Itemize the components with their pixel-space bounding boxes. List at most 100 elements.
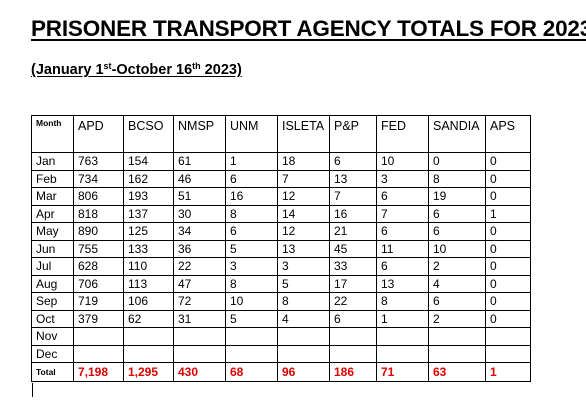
column-header-month: Month (31, 115, 74, 153)
count-cell: 0 (485, 222, 531, 241)
total-cell: 186 (329, 362, 377, 382)
count-cell: 734 (73, 169, 124, 188)
month-cell: Nov (31, 327, 74, 346)
count-cell: 162 (123, 169, 174, 188)
column-header-sandia: SANDIA (428, 115, 486, 153)
count-cell: 154 (123, 152, 174, 171)
count-cell: 12 (277, 187, 330, 206)
total-cell: 71 (376, 362, 429, 382)
count-cell: 8 (225, 274, 278, 293)
count-cell: 2 (428, 257, 486, 276)
count-cell: 0 (485, 309, 531, 328)
month-cell: Feb (31, 169, 74, 188)
count-cell (123, 327, 174, 346)
subtitle-end-suffix: th (192, 61, 201, 71)
count-cell: 106 (123, 292, 174, 311)
count-cell (73, 327, 124, 346)
column-header-pp: P&P (329, 115, 377, 153)
count-cell: 61 (173, 152, 226, 171)
column-header-apd: APD (73, 115, 124, 153)
count-cell: 16 (329, 204, 377, 223)
count-cell: 8 (428, 169, 486, 188)
header-row: Month APD BCSO NMSP UNM ISLETA P&P FED S… (31, 115, 531, 153)
count-cell (277, 344, 330, 363)
count-cell: 7 (277, 169, 330, 188)
document-title: PRISONER TRANSPORT AGENCY TOTALS FOR 202… (31, 16, 586, 41)
count-cell: 719 (73, 292, 124, 311)
count-cell: 13 (329, 169, 377, 188)
count-cell: 4 (277, 309, 330, 328)
table-row: Jan 763 154 61 1 18 6 10 0 0 (31, 152, 531, 171)
column-header-isleta: ISLETA (277, 115, 330, 153)
column-header-aps: APS (485, 115, 531, 153)
count-cell: 22 (173, 257, 226, 276)
table-row: Aug 706 113 47 8 5 17 13 4 0 (31, 274, 531, 293)
count-cell: 137 (123, 204, 174, 223)
count-cell: 193 (123, 187, 174, 206)
count-cell: 2 (428, 309, 486, 328)
count-cell (277, 327, 330, 346)
agency-totals-table: Month APD BCSO NMSP UNM ISLETA P&P FED S… (31, 115, 531, 382)
count-cell: 10 (376, 152, 429, 171)
count-cell: 125 (123, 222, 174, 241)
subtitle-year: 2023) (200, 62, 242, 78)
count-cell: 4 (428, 274, 486, 293)
count-cell: 6 (376, 257, 429, 276)
month-cell: May (31, 222, 74, 241)
count-cell: 706 (73, 274, 124, 293)
count-cell: 755 (73, 239, 124, 258)
table-row: Feb 734 162 46 6 7 13 3 8 0 (31, 169, 531, 188)
count-cell: 47 (173, 274, 226, 293)
count-cell: 11 (376, 239, 429, 258)
total-cell: 1,295 (123, 362, 174, 382)
count-cell: 36 (173, 239, 226, 258)
total-label: Total (31, 362, 74, 382)
column-header-fed: FED (376, 115, 429, 153)
count-cell: 16 (225, 187, 278, 206)
month-cell: Jul (31, 257, 74, 276)
count-cell: 0 (485, 274, 531, 293)
count-cell (329, 344, 377, 363)
text-cursor (32, 383, 33, 397)
count-cell: 1 (376, 309, 429, 328)
count-cell: 30 (173, 204, 226, 223)
count-cell: 8 (225, 204, 278, 223)
count-cell: 34 (173, 222, 226, 241)
total-cell: 96 (277, 362, 330, 382)
count-cell: 890 (73, 222, 124, 241)
count-cell (173, 344, 226, 363)
count-cell: 133 (123, 239, 174, 258)
count-cell (73, 344, 124, 363)
total-row: Total 7,198 1,295 430 68 96 186 71 63 1 (31, 362, 531, 382)
count-cell: 6 (225, 169, 278, 188)
count-cell: 0 (485, 187, 531, 206)
month-cell: Apr (31, 204, 74, 223)
column-header-bcso: BCSO (123, 115, 174, 153)
total-cell: 68 (225, 362, 278, 382)
subtitle-end: -October 16 (111, 62, 193, 78)
count-cell: 51 (173, 187, 226, 206)
count-cell: 33 (329, 257, 377, 276)
table-row: Jun 755 133 36 5 13 45 11 10 0 (31, 239, 531, 258)
date-range-subtitle: (January 1st-October 16th 2023) (31, 61, 242, 78)
count-cell: 7 (376, 204, 429, 223)
count-cell: 5 (277, 274, 330, 293)
count-cell: 12 (277, 222, 330, 241)
month-cell: Aug (31, 274, 74, 293)
count-cell: 10 (428, 239, 486, 258)
count-cell: 6 (225, 222, 278, 241)
count-cell: 6 (428, 204, 486, 223)
count-cell (329, 327, 377, 346)
count-cell: 0 (485, 239, 531, 258)
count-cell (225, 344, 278, 363)
total-cell: 1 (485, 362, 531, 382)
count-cell: 8 (376, 292, 429, 311)
count-cell: 31 (173, 309, 226, 328)
column-header-nmsp: NMSP (173, 115, 226, 153)
table-row: Dec (31, 344, 531, 363)
count-cell: 379 (73, 309, 124, 328)
count-cell: 62 (123, 309, 174, 328)
month-cell: Mar (31, 187, 74, 206)
month-cell: Dec (31, 344, 74, 363)
subtitle-start: (January 1 (31, 62, 104, 78)
